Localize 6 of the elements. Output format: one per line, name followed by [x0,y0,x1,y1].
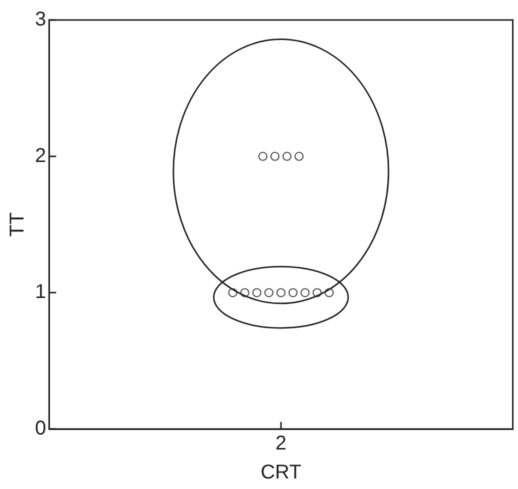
y-tick-label: 1 [35,281,46,304]
y-axis-title: TT [6,212,29,237]
y-tick-label: 2 [35,144,46,167]
y-tick-label: 3 [35,8,46,31]
x-axis-title: CRT [260,462,302,484]
y-tick-label: 0 [35,418,46,440]
